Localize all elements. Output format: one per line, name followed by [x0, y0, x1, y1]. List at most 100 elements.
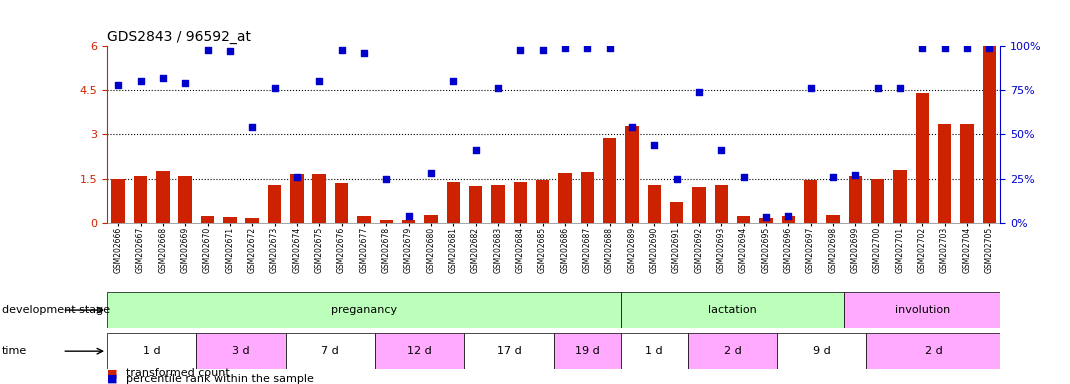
Bar: [621, 333, 688, 369]
Point: [891, 85, 908, 91]
Bar: [179, 175, 192, 223]
Text: 17 d: 17 d: [496, 346, 521, 356]
Point: [221, 48, 239, 55]
Bar: [134, 176, 148, 223]
Point: [378, 175, 395, 182]
Text: preganancy: preganancy: [331, 305, 397, 315]
Bar: [938, 124, 951, 223]
Bar: [621, 292, 844, 328]
Point: [467, 147, 484, 153]
Bar: [446, 182, 460, 223]
Bar: [357, 216, 370, 223]
Bar: [491, 185, 505, 223]
Bar: [625, 126, 639, 223]
Text: 7 d: 7 d: [321, 346, 339, 356]
Point: [802, 85, 820, 91]
Point: [556, 45, 574, 51]
Text: time: time: [2, 346, 28, 356]
Text: development stage: development stage: [2, 305, 110, 315]
Bar: [424, 215, 438, 223]
Bar: [826, 215, 840, 223]
Bar: [844, 292, 1000, 328]
Point: [735, 174, 752, 180]
Bar: [197, 333, 286, 369]
Bar: [286, 333, 376, 369]
Bar: [777, 333, 867, 369]
Bar: [111, 179, 125, 223]
Point: [445, 78, 462, 84]
Point: [132, 78, 149, 84]
Point: [400, 213, 417, 219]
Text: 1 d: 1 d: [645, 346, 663, 356]
Point: [534, 46, 551, 53]
Bar: [536, 180, 549, 223]
Bar: [893, 170, 906, 223]
Bar: [464, 333, 554, 369]
Point: [914, 45, 931, 51]
Point: [177, 80, 194, 86]
Text: 2 d: 2 d: [924, 346, 943, 356]
Bar: [804, 180, 817, 223]
Bar: [554, 333, 621, 369]
Bar: [867, 333, 1000, 369]
Point: [780, 213, 797, 219]
Point: [981, 45, 998, 51]
Bar: [224, 217, 236, 223]
Point: [936, 45, 953, 51]
Bar: [559, 173, 571, 223]
Bar: [268, 185, 281, 223]
Text: 3 d: 3 d: [232, 346, 249, 356]
Bar: [916, 93, 929, 223]
Point: [869, 85, 886, 91]
Text: 19 d: 19 d: [575, 346, 599, 356]
Bar: [245, 218, 259, 223]
Text: ■: ■: [107, 374, 118, 384]
Bar: [737, 216, 750, 223]
Point: [310, 78, 327, 84]
Bar: [871, 179, 884, 223]
Text: 9 d: 9 d: [813, 346, 830, 356]
Point: [423, 170, 440, 176]
Bar: [376, 333, 464, 369]
Point: [624, 124, 641, 131]
Text: transformed count: transformed count: [126, 368, 230, 378]
Bar: [688, 333, 777, 369]
Point: [959, 45, 976, 51]
Bar: [156, 171, 169, 223]
Bar: [670, 202, 684, 223]
Text: lactation: lactation: [708, 305, 756, 315]
Bar: [514, 182, 526, 223]
Text: ■: ■: [107, 368, 118, 378]
Text: percentile rank within the sample: percentile rank within the sample: [126, 374, 315, 384]
Bar: [715, 185, 728, 223]
Point: [355, 50, 372, 56]
Point: [244, 124, 261, 131]
Point: [690, 89, 707, 95]
Point: [266, 85, 284, 91]
Bar: [201, 216, 214, 223]
Point: [645, 142, 662, 148]
Bar: [107, 333, 197, 369]
Bar: [982, 46, 996, 223]
Bar: [469, 186, 483, 223]
Point: [154, 75, 171, 81]
Bar: [849, 175, 862, 223]
Text: involution: involution: [895, 305, 950, 315]
Point: [758, 214, 775, 220]
Point: [846, 172, 863, 178]
Bar: [402, 220, 415, 223]
Bar: [647, 185, 661, 223]
Bar: [312, 174, 326, 223]
Point: [109, 82, 126, 88]
Point: [601, 45, 618, 51]
Point: [199, 46, 216, 53]
Text: 12 d: 12 d: [408, 346, 432, 356]
Point: [668, 175, 685, 182]
Text: GDS2843 / 96592_at: GDS2843 / 96592_at: [107, 30, 251, 44]
Bar: [960, 124, 974, 223]
Point: [333, 46, 350, 53]
Point: [511, 46, 529, 53]
Bar: [760, 218, 773, 223]
Point: [713, 147, 730, 153]
Text: 2 d: 2 d: [723, 346, 742, 356]
